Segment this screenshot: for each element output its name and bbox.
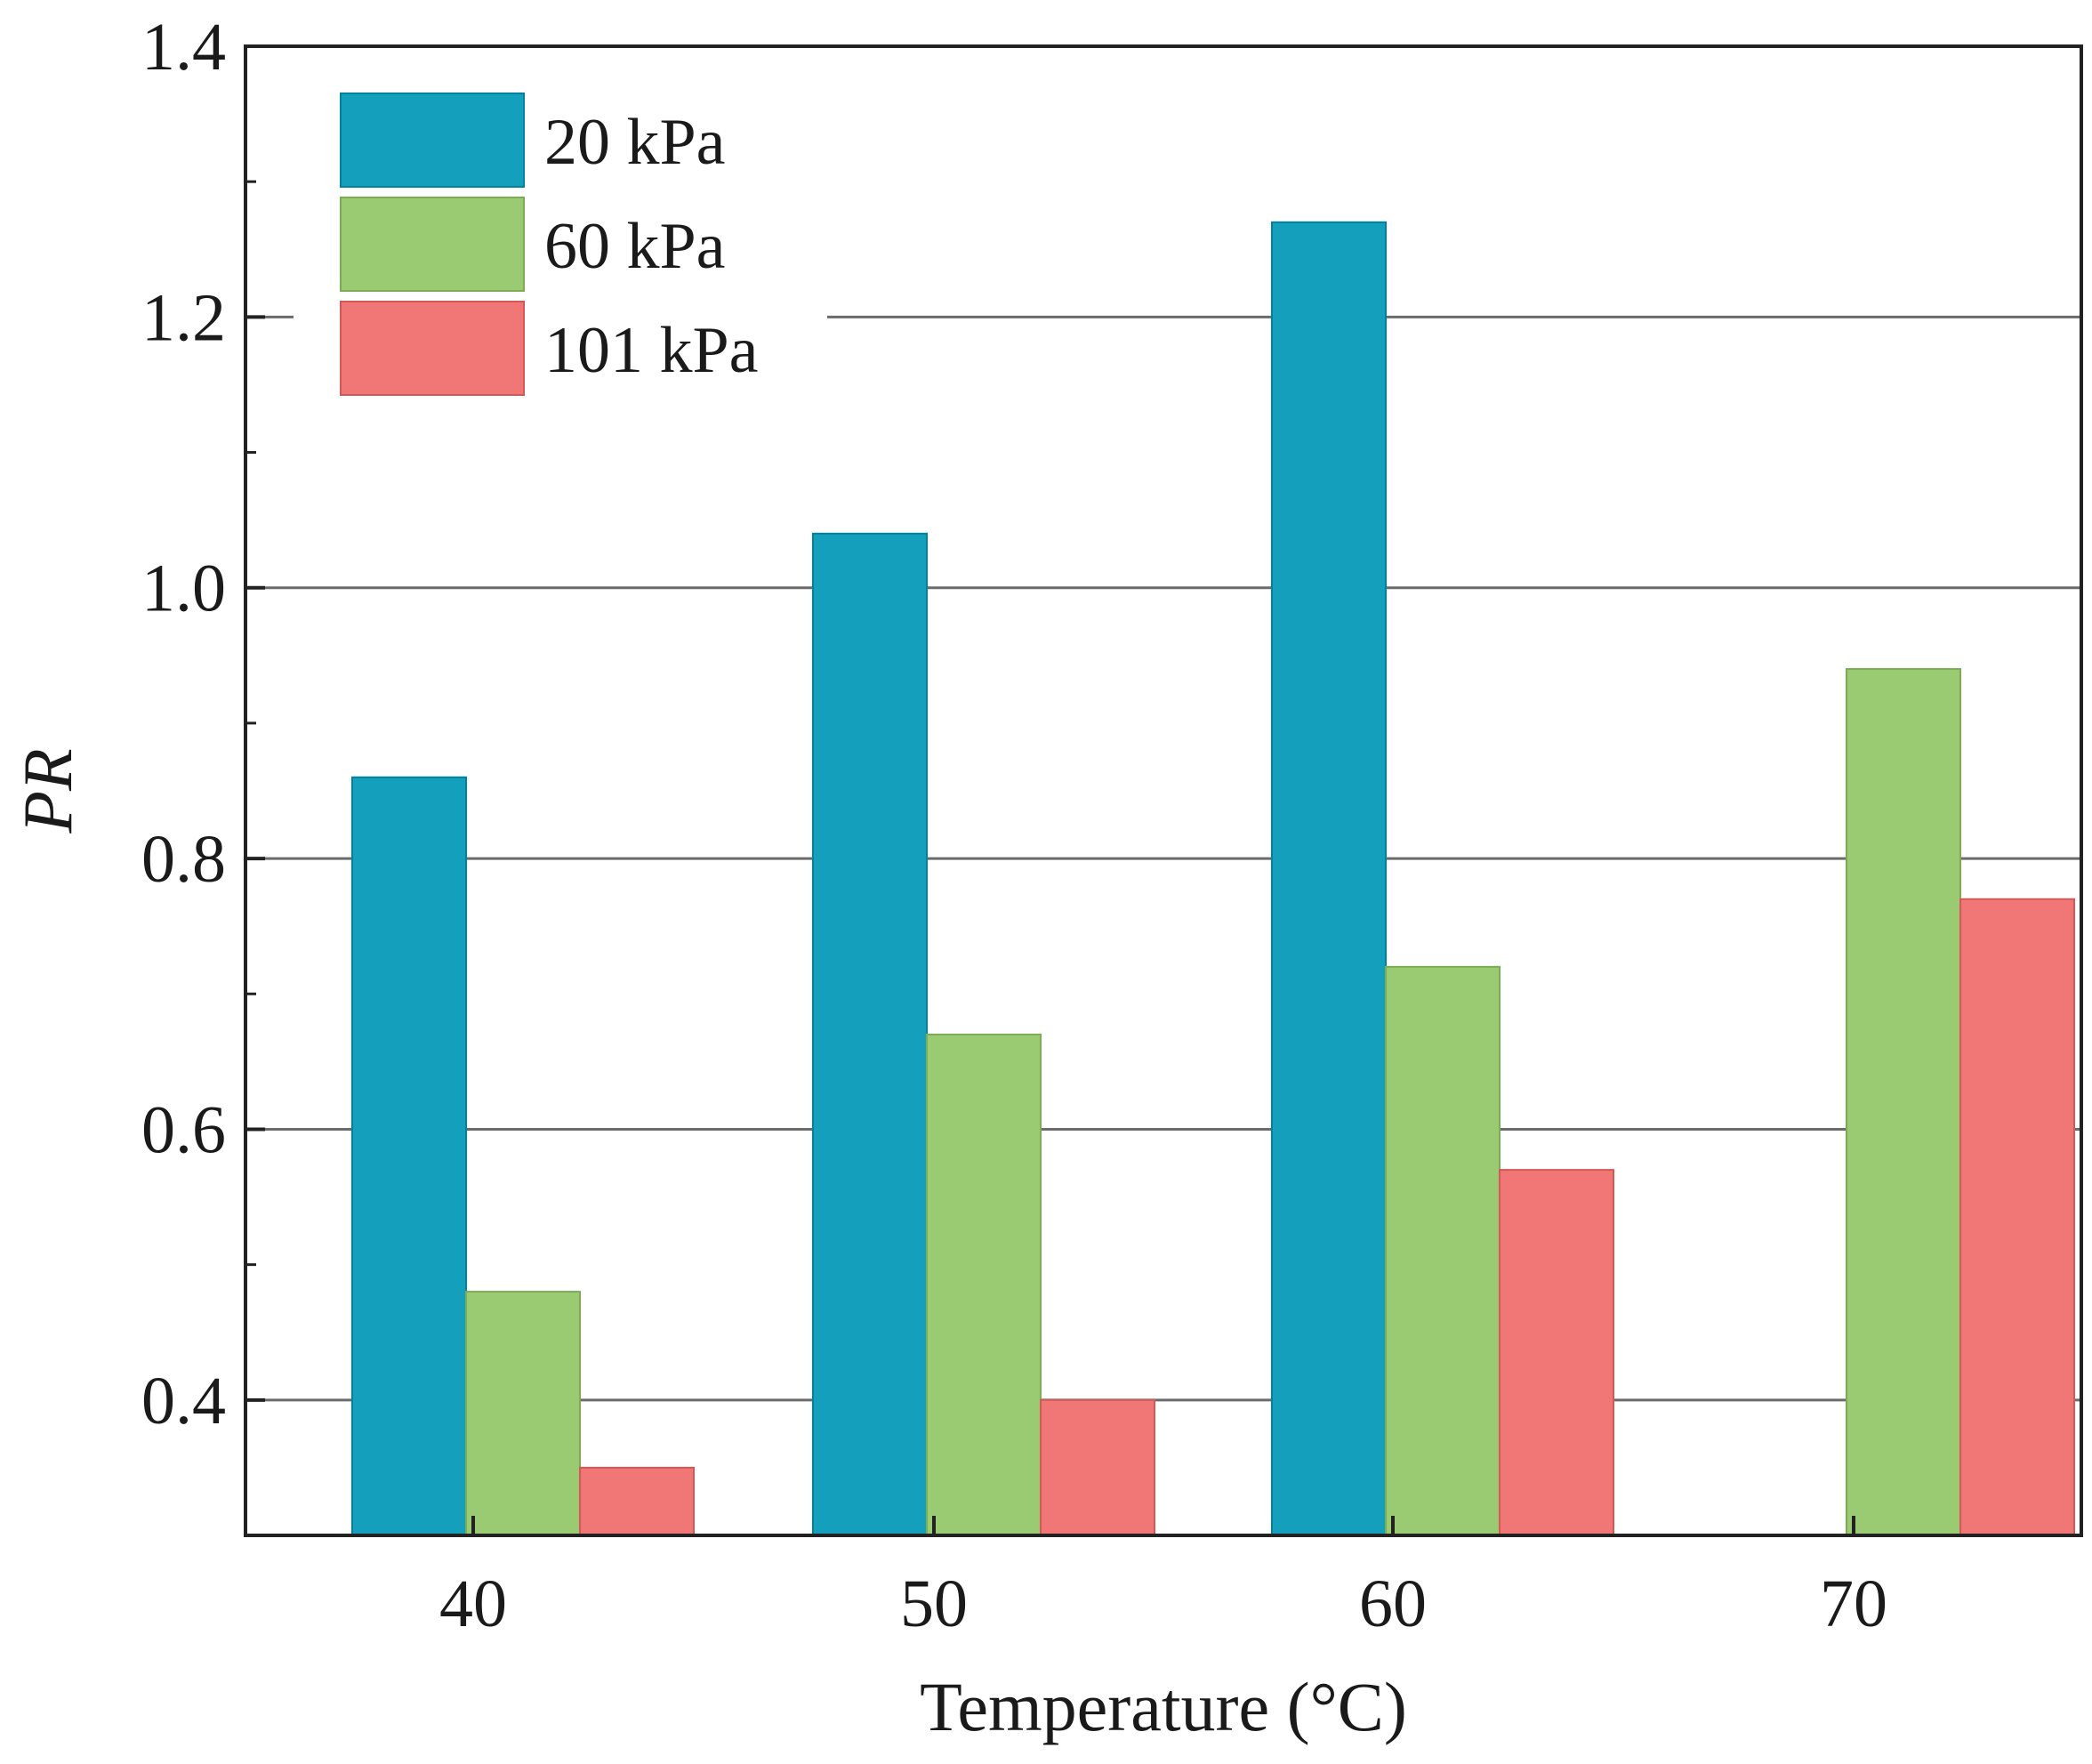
bar-60-kpa-50: [927, 1035, 1041, 1535]
bar-101-kpa-60: [1500, 1170, 1613, 1535]
bar-60-kpa-40: [466, 1292, 580, 1535]
grid-lines: [245, 317, 2081, 1399]
bar-60-kpa-60: [1386, 967, 1500, 1535]
legend: 20 kPa 60 kPa 101 kPa: [294, 62, 827, 418]
x-tick-label-70: 70: [1820, 1567, 1887, 1641]
legend-label-60-kpa: 60 kPa: [544, 210, 726, 283]
bar-20-kpa-60: [1272, 222, 1386, 1535]
x-tick-label-50: 50: [900, 1567, 968, 1641]
legend-label-20-kpa: 20 kPa: [544, 106, 726, 179]
y-tick-label-1.2: 1.2: [141, 280, 226, 355]
legend-swatch-101-kpa: [341, 302, 524, 395]
y-tick-label-0.8: 0.8: [141, 822, 226, 897]
bar-60-kpa-70: [1847, 669, 1960, 1535]
x-tick-label-40: 40: [439, 1567, 507, 1641]
bar-20-kpa-50: [813, 534, 927, 1535]
y-axis-title: PR: [9, 748, 86, 834]
chart: 20 kPa 60 kPa 101 kPa 40 50 60 70 0.4 0.…: [0, 0, 2092, 1764]
bar-101-kpa-40: [580, 1468, 694, 1535]
y-tick-label-1.0: 1.0: [141, 552, 226, 626]
bar-20-kpa-40: [352, 777, 466, 1535]
y-tick-label-1.4: 1.4: [141, 10, 226, 85]
legend-swatch-20-kpa: [341, 93, 524, 187]
y-tick-label-0.4: 0.4: [141, 1364, 226, 1438]
bars: [352, 222, 2074, 1535]
legend-label-101-kpa: 101 kPa: [544, 314, 759, 387]
x-tick-label-60: 60: [1359, 1567, 1427, 1641]
bar-101-kpa-50: [1041, 1400, 1155, 1535]
y-tick-label-0.6: 0.6: [141, 1092, 226, 1167]
x-axis-title: Temperature (°C): [920, 1668, 1407, 1745]
bar-101-kpa-70: [1960, 899, 2074, 1535]
legend-swatch-60-kpa: [341, 197, 524, 291]
